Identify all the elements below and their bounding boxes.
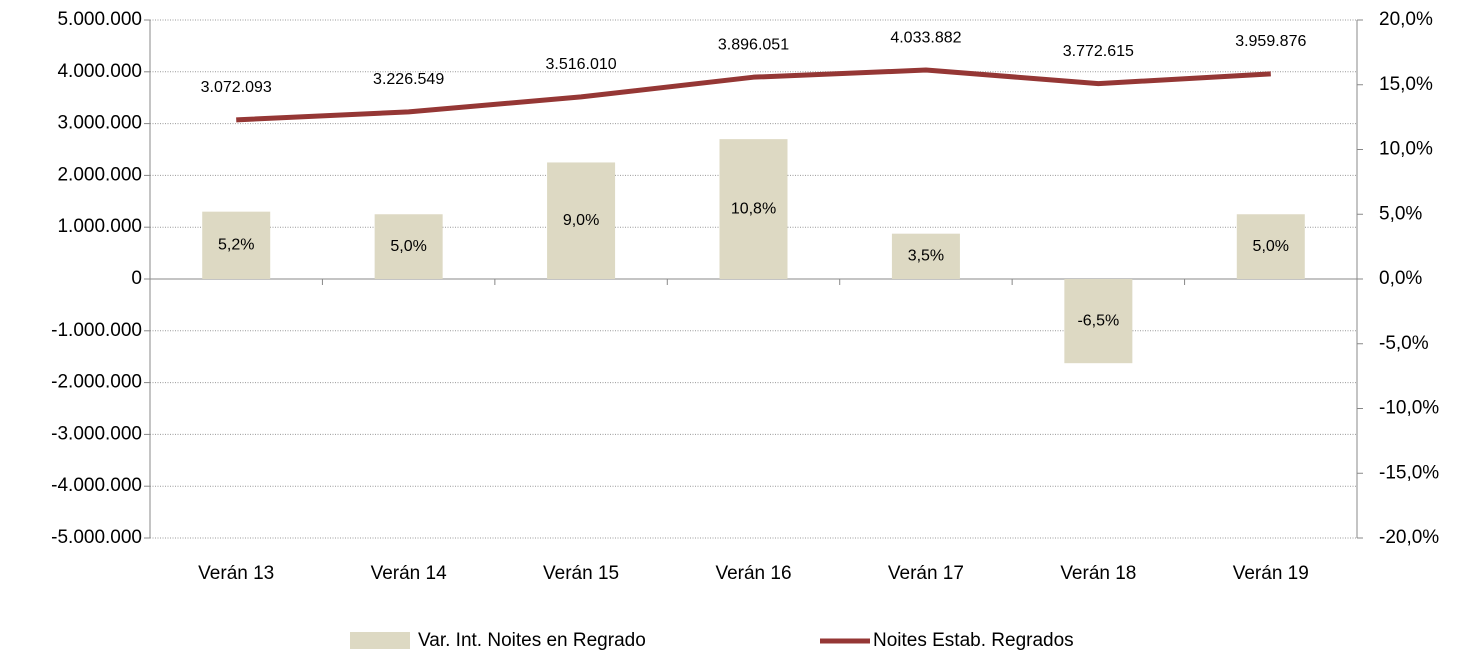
data-label: 5,0% bbox=[390, 238, 426, 255]
data-label: 3.959.876 bbox=[1235, 33, 1306, 50]
legend-label: Noites Estab. Regrados bbox=[873, 630, 1074, 651]
y2-tick-label: 5,0% bbox=[1379, 203, 1422, 224]
y-tick-label: 4.000.000 bbox=[57, 61, 142, 82]
y-tick-label: 2.000.000 bbox=[57, 164, 142, 185]
data-label: 10,8% bbox=[731, 200, 776, 217]
data-label: 4.033.882 bbox=[890, 29, 961, 46]
x-tick-label: Verán 13 bbox=[198, 563, 274, 584]
x-tick-label: Verán 16 bbox=[715, 563, 791, 584]
y-tick-label: -1.000.000 bbox=[51, 320, 142, 341]
bar bbox=[1064, 279, 1133, 364]
y2-tick-label: 0,0% bbox=[1379, 268, 1422, 289]
data-label: 3,5% bbox=[908, 248, 944, 265]
y-tick-label: -5.000.000 bbox=[51, 527, 142, 548]
x-tick-label: Verán 17 bbox=[888, 563, 964, 584]
x-tick-label: Verán 15 bbox=[543, 563, 619, 584]
y2-tick-label: 20,0% bbox=[1379, 9, 1433, 30]
y-tick-label: -4.000.000 bbox=[51, 475, 142, 496]
y2-tick-label: -15,0% bbox=[1379, 462, 1439, 483]
data-label: 5,2% bbox=[218, 237, 254, 254]
y-tick-label: 3.000.000 bbox=[57, 113, 142, 134]
y2-tick-label: -5,0% bbox=[1379, 333, 1429, 354]
data-label: 3.896.051 bbox=[718, 36, 789, 53]
bar bbox=[719, 139, 788, 279]
data-label: -6,5% bbox=[1077, 312, 1119, 329]
y2-tick-label: 15,0% bbox=[1379, 74, 1433, 95]
x-tick-label: Verán 19 bbox=[1233, 563, 1309, 584]
y2-tick-label: -10,0% bbox=[1379, 398, 1439, 419]
bar bbox=[547, 162, 616, 279]
data-label: 3.516.010 bbox=[545, 56, 616, 73]
y-tick-label: 5.000.000 bbox=[57, 9, 142, 30]
y2-tick-label: 10,0% bbox=[1379, 139, 1433, 160]
data-label: 3.226.549 bbox=[373, 71, 444, 88]
bar bbox=[891, 233, 960, 279]
legend-swatch bbox=[350, 632, 410, 649]
bar bbox=[374, 214, 443, 279]
data-label: 3.072.093 bbox=[201, 79, 272, 96]
line bbox=[236, 67, 1271, 123]
y2-tick-label: -20,0% bbox=[1379, 527, 1439, 548]
data-label: 9,0% bbox=[563, 212, 599, 229]
bar bbox=[1236, 214, 1305, 279]
x-tick-label: Verán 14 bbox=[371, 563, 447, 584]
data-label: 3.772.615 bbox=[1063, 43, 1134, 60]
y-tick-label: 1.000.000 bbox=[57, 216, 142, 237]
data-label: 5,0% bbox=[1253, 238, 1289, 255]
y-tick-label: 0 bbox=[131, 268, 142, 289]
x-tick-label: Verán 18 bbox=[1060, 563, 1136, 584]
legend-label: Var. Int. Noites en Regrado bbox=[418, 630, 646, 651]
y-tick-label: -2.000.000 bbox=[51, 372, 142, 393]
y-tick-label: -3.000.000 bbox=[51, 423, 142, 444]
bar bbox=[202, 211, 271, 279]
